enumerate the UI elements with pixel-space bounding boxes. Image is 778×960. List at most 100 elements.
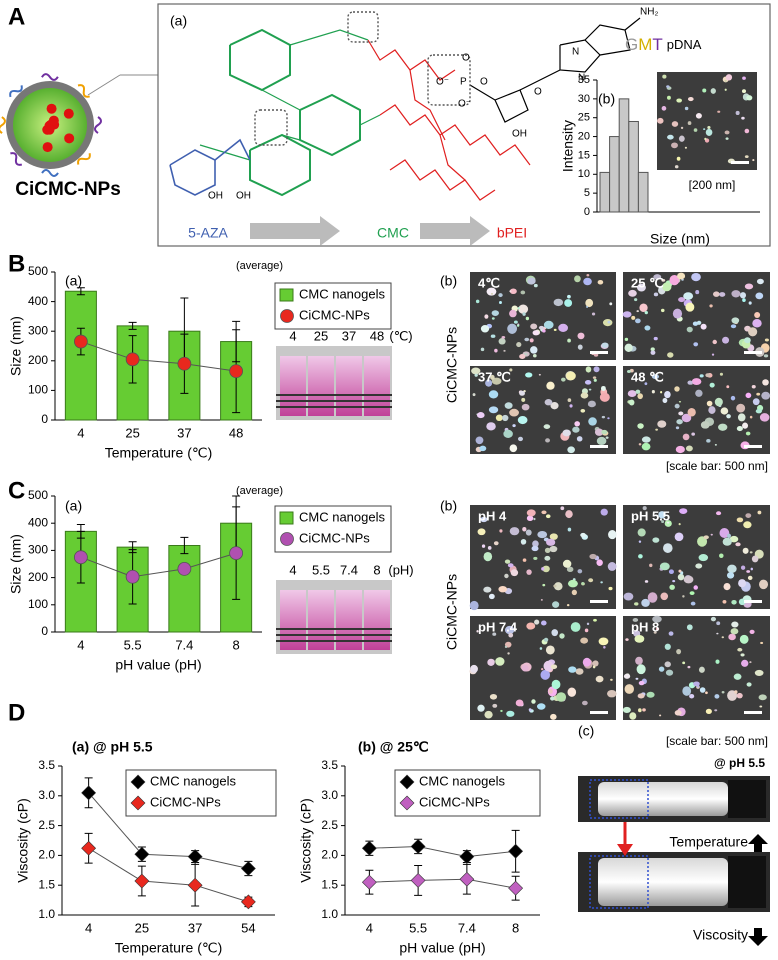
particle [475, 299, 480, 304]
y-axis-label: Viscosity (cP) [298, 798, 314, 883]
particle [674, 532, 684, 542]
particle [583, 277, 592, 286]
particle [509, 309, 517, 318]
particle [589, 553, 597, 560]
particle [543, 637, 549, 642]
particle [481, 544, 486, 548]
particle [498, 300, 502, 305]
particle [660, 308, 665, 313]
particle [526, 515, 534, 522]
particle [552, 601, 560, 608]
particle [674, 165, 679, 169]
y-tick-label: 0 [41, 412, 48, 426]
particle [543, 320, 554, 329]
particle [561, 377, 566, 382]
glass [598, 858, 728, 906]
chem-label: OH [208, 191, 223, 202]
particle [580, 408, 586, 413]
particle [586, 305, 589, 308]
particle [532, 330, 540, 336]
particle [607, 320, 611, 324]
bond [469, 84, 529, 123]
particle [690, 601, 696, 606]
particle [506, 710, 515, 717]
glass [598, 782, 728, 816]
particle [550, 402, 559, 410]
particle [676, 419, 683, 425]
particle [703, 535, 709, 540]
particle [623, 592, 634, 601]
particle [603, 646, 606, 649]
particle [666, 95, 671, 100]
particle [492, 703, 498, 708]
bar [628, 120, 639, 213]
particle [684, 146, 687, 149]
particle [601, 415, 606, 419]
particle [730, 395, 736, 401]
particle [714, 694, 720, 699]
particle [503, 429, 513, 438]
particle [696, 320, 702, 325]
particle [522, 527, 527, 532]
particle [485, 379, 493, 387]
scale-bar [590, 445, 608, 448]
particle [650, 347, 655, 352]
particle [689, 694, 695, 699]
particle [600, 385, 606, 391]
point [81, 785, 97, 801]
trend-label: Temperature [669, 834, 748, 850]
particle [627, 370, 631, 373]
particle [507, 563, 514, 568]
y-tick-label: 2.5 [38, 818, 55, 832]
particle [687, 380, 693, 385]
gmt-label: GMT pDNA [625, 35, 702, 54]
scale-bar [590, 351, 608, 354]
particle [634, 635, 645, 643]
particle [484, 710, 493, 719]
particle [553, 582, 563, 591]
particle [635, 656, 643, 665]
particle [703, 128, 706, 130]
particle [695, 563, 703, 569]
particle [671, 121, 679, 127]
particle [668, 631, 674, 636]
np-dna [41, 169, 59, 177]
particle [584, 628, 589, 633]
particle [524, 337, 530, 342]
particle [695, 289, 700, 295]
particle [586, 273, 590, 277]
particle [653, 631, 657, 634]
particle [647, 592, 658, 603]
particle [741, 116, 745, 120]
sem-label: pH 5.5 [631, 508, 670, 523]
particle [729, 535, 739, 543]
particle [639, 303, 648, 313]
particle [650, 350, 656, 355]
legend-label: CiCMC-NPs [299, 307, 370, 322]
x-tick-label: 4 [366, 920, 373, 935]
step: CMC [377, 225, 409, 241]
particle [475, 436, 484, 445]
particle [668, 569, 674, 575]
np-dna [77, 153, 91, 165]
particle [516, 342, 522, 348]
particle [738, 598, 746, 606]
particle [710, 533, 713, 536]
particle [660, 592, 669, 601]
particle [655, 428, 658, 431]
particle [689, 591, 695, 596]
x-tick-label: 4 [85, 920, 92, 935]
particle [706, 439, 711, 443]
bond [439, 134, 466, 181]
particle [678, 135, 685, 142]
particle [674, 710, 682, 716]
particle [512, 424, 516, 428]
bond [249, 133, 311, 197]
particle [710, 88, 716, 94]
particle [629, 712, 637, 720]
legend-label: CiCMC-NPs [299, 530, 370, 545]
particle [593, 366, 600, 373]
particle [697, 536, 708, 547]
particle [697, 685, 700, 688]
particle [763, 354, 769, 358]
